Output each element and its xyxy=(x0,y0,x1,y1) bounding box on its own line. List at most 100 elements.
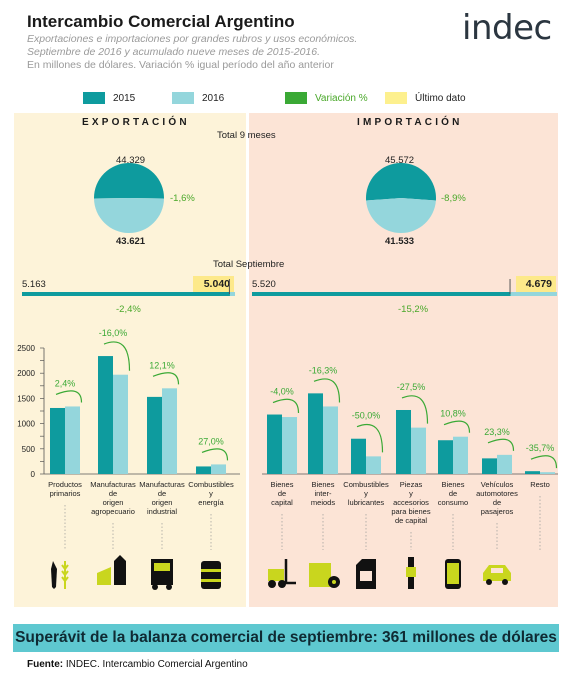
imp-category-label-0: Bienes xyxy=(271,480,294,489)
exp-pie-slice-2015 xyxy=(94,163,164,199)
total-septiembre-label: Total Septiembre xyxy=(213,259,285,270)
imp-category-label-3: Piezas xyxy=(400,480,423,489)
imp-category-label-6: Resto xyxy=(530,480,550,489)
roll-center xyxy=(332,580,336,584)
imp-bar-2016-5 xyxy=(497,454,512,474)
exp-sept-bar-2016 xyxy=(22,292,230,296)
imp-variation-arc-0 xyxy=(272,398,300,414)
exp-variation-arc-2 xyxy=(152,372,180,385)
exp-category-label-2: origen xyxy=(152,498,173,507)
milk-carton-top xyxy=(114,555,126,561)
imp-bar-2016-3 xyxy=(411,427,426,474)
spark-mid xyxy=(406,567,416,577)
barrel-band xyxy=(201,579,221,582)
truck-icon xyxy=(151,559,173,590)
exp-category-label-1: origen xyxy=(103,498,124,507)
source-label: Fuente: xyxy=(27,659,64,670)
barrel-band xyxy=(201,569,221,572)
exp-bar-2015-2 xyxy=(147,396,162,474)
imp-bar-2015-3 xyxy=(396,409,411,474)
fish-shape xyxy=(51,561,57,589)
imp-bar-2016-1 xyxy=(323,406,338,474)
forklift-wheel xyxy=(268,580,276,588)
exp-variation-label-2: 12,1% xyxy=(149,360,175,370)
exportacion-title: EXPORTACIÓN xyxy=(82,117,190,128)
imp-category-label-1: meiods xyxy=(311,498,335,507)
imp-variation-label-5: 23,3% xyxy=(484,427,510,437)
exp-sept-2016-value: 5.040 xyxy=(193,276,234,292)
imp-category-label-5: automotores xyxy=(476,489,518,498)
barrel-body xyxy=(201,561,221,589)
exp-category-label-0: Productos xyxy=(48,480,82,489)
imp-sept-variation: -15,2% xyxy=(398,304,429,315)
imp-category-label-1: inter- xyxy=(314,489,332,498)
exp-bar-2015-1 xyxy=(98,356,113,474)
imp-variation-arc-1 xyxy=(313,378,341,403)
phone-screen xyxy=(447,563,459,584)
y-tick-label: 2000 xyxy=(17,369,35,378)
legend-item-ultimo-dato: Último dato xyxy=(385,92,466,104)
summary-banner: Superávit de la balanza comercial de sep… xyxy=(13,624,559,652)
fish-wheat-icon xyxy=(51,561,69,589)
cheese-shape xyxy=(97,567,111,585)
subtitle-line-3: En millones de dólares. Variación % igua… xyxy=(27,59,334,71)
importacion-title: IMPORTACIÓN xyxy=(357,117,463,128)
exp-category-label-0: primarios xyxy=(50,489,81,498)
imp-category-label-0: capital xyxy=(271,498,293,507)
exp-category-label-1: agropecuario xyxy=(91,507,135,516)
phone-icon xyxy=(445,559,461,589)
imp-category-label-4: consumo xyxy=(438,498,468,507)
imp-variation-label-3: -27,5% xyxy=(397,382,426,392)
y-tick-label: 0 xyxy=(31,470,36,479)
legend-label: Variación % xyxy=(315,92,368,104)
y-tick-label: 1500 xyxy=(17,394,35,403)
exp-category-label-1: Manufacturas xyxy=(90,480,136,489)
exp-pie-2015-value: 44.329 xyxy=(116,155,146,166)
exp-category-label-1: de xyxy=(109,489,117,498)
truck-wheel xyxy=(166,584,172,590)
cheese-milk-icon xyxy=(97,555,126,585)
spark-top xyxy=(408,557,414,567)
car-wheel xyxy=(502,579,508,585)
exp-variation-arc-1 xyxy=(103,341,131,371)
legend-swatch-ultimo xyxy=(385,92,407,104)
forklift-icon xyxy=(268,559,296,588)
imp-variation-arc-5 xyxy=(487,438,515,451)
y-tick-label: 2500 xyxy=(17,344,35,353)
legend-item-2016: 2016 xyxy=(172,92,224,104)
legend-swatch-2015 xyxy=(83,92,105,104)
roll-icon xyxy=(309,563,340,588)
legend-swatch-variacion xyxy=(285,92,307,104)
exp-category-label-2: Manufacturas xyxy=(139,480,185,489)
canister-label xyxy=(360,571,372,581)
car-wheel xyxy=(486,579,492,585)
imp-category-label-3: accesorios xyxy=(393,498,429,507)
exp-variation-arc-0 xyxy=(55,390,83,403)
truck-body xyxy=(151,559,173,585)
imp-sept-2016-value: 4.679 xyxy=(516,276,556,292)
exp-bar-2015-0 xyxy=(50,407,65,474)
imp-variation-arc-4 xyxy=(443,420,471,433)
imp-variation-label-0: -4,0% xyxy=(270,387,294,397)
legend-swatch-2016 xyxy=(172,92,194,104)
car-icon xyxy=(483,565,511,585)
exp-bar-2016-3 xyxy=(211,464,226,474)
exp-sept-marker xyxy=(228,279,230,294)
imp-bar-2015-2 xyxy=(351,438,366,474)
imp-bar-2015-1 xyxy=(308,393,323,474)
imp-bar-2016-4 xyxy=(453,436,468,474)
subtitle-line-1: Exportaciones e importaciones por grande… xyxy=(27,33,358,45)
exp-category-label-3: energía xyxy=(198,498,224,507)
imp-sept-bar-2016 xyxy=(252,292,511,296)
imp-category-label-3: y xyxy=(409,489,413,498)
imp-category-label-3: de capital xyxy=(395,516,427,525)
spark-plug-icon xyxy=(406,557,416,589)
imp-category-label-3: para bienes xyxy=(391,507,430,516)
imp-category-label-5: Vehículos xyxy=(481,480,514,489)
imp-variation-label-4: 10,8% xyxy=(440,409,466,419)
barrel-icon xyxy=(201,561,221,589)
rubros-chart: 0 500 1000 1500 2000 2500 2,4% Productosprimari… xyxy=(17,163,558,590)
exp-variation-label-3: 27,0% xyxy=(198,436,224,446)
imp-pie-2015-value: 45.572 xyxy=(385,155,415,166)
exp-bar-2016-2 xyxy=(162,388,177,474)
